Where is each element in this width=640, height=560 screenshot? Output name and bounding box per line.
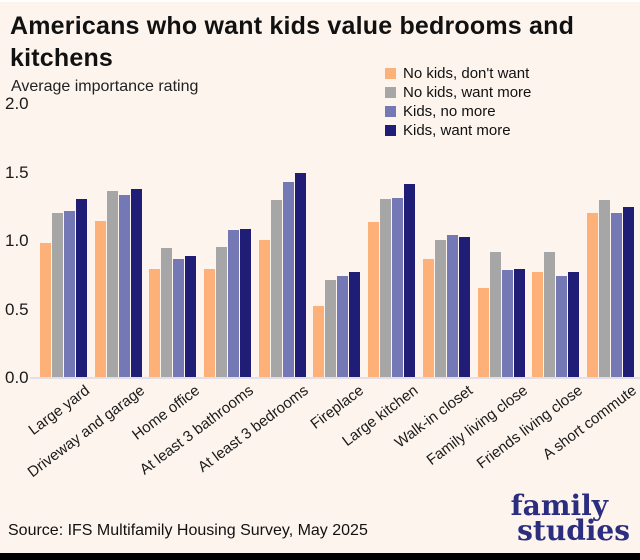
bar — [258, 240, 270, 377]
bar — [446, 234, 458, 377]
bar — [216, 246, 228, 377]
bar — [76, 198, 87, 377]
source-text: Source: IFS Multifamily Housing Survey, … — [8, 522, 368, 539]
brand-logo: family studies — [510, 489, 630, 547]
bar-group — [368, 103, 416, 377]
y-tick-label: 2.0 — [5, 94, 29, 113]
bar — [477, 287, 489, 377]
legend-label: No kids, don't want — [403, 65, 530, 82]
legend-label: Kids, no more — [403, 103, 496, 120]
logo-line-family: family — [510, 489, 608, 522]
bar-group — [422, 103, 470, 377]
bar-group — [258, 103, 306, 377]
bar — [392, 197, 404, 377]
bar — [489, 252, 501, 377]
bar — [313, 305, 325, 377]
legend-item: Kids, want more — [385, 121, 531, 140]
bar-group — [204, 103, 252, 377]
bar — [532, 271, 544, 377]
bar-group — [149, 103, 197, 377]
bar — [598, 200, 610, 377]
bar — [556, 275, 568, 377]
bar — [422, 259, 434, 377]
chart-subtitle: Average importance rating — [11, 78, 199, 95]
logo-line-studies: studies — [517, 514, 630, 547]
bar — [161, 248, 173, 377]
plot-area — [40, 103, 634, 377]
bar — [149, 268, 161, 377]
legend-label: No kids, want more — [403, 84, 532, 101]
bar — [368, 222, 380, 377]
legend-swatch-icon — [385, 68, 396, 79]
bar — [434, 240, 446, 377]
bar-group — [586, 103, 634, 377]
x-slot: A short commute — [540, 379, 640, 499]
bar — [501, 270, 513, 377]
bar — [64, 211, 75, 377]
bar-group — [477, 103, 525, 377]
x-slot: Driveway and garage — [24, 379, 147, 499]
y-tick-label: 1.5 — [5, 162, 29, 182]
bar — [185, 256, 197, 377]
bar — [325, 279, 337, 377]
bar — [40, 242, 51, 377]
bar — [586, 212, 598, 377]
bar — [404, 183, 416, 377]
top-edge-strip — [0, 0, 640, 2]
bar — [568, 271, 580, 377]
bar — [94, 220, 106, 377]
legend-swatch-icon — [385, 106, 396, 117]
bar — [513, 268, 525, 377]
bar — [118, 194, 130, 377]
legend-item: No kids, don't want — [385, 64, 531, 83]
bar — [349, 271, 361, 377]
legend-item: No kids, want more — [385, 83, 531, 102]
legend-label: Kids, want more — [403, 122, 511, 139]
bar — [106, 190, 118, 377]
bar — [294, 172, 306, 377]
y-tick-label: 0.0 — [5, 368, 29, 387]
bar-group — [313, 103, 361, 377]
y-tick-label: 0.5 — [5, 299, 29, 319]
y-axis: 2.0 1.5 1.0 0.5 0.0 — [0, 94, 38, 387]
bar — [173, 259, 185, 377]
legend: No kids, don't want No kids, want more Kid… — [385, 64, 531, 140]
bar — [52, 212, 63, 377]
chart-title: Americans who want kids value bedrooms a… — [10, 12, 575, 72]
bar-group — [532, 103, 580, 377]
bar — [380, 198, 392, 377]
y-tick-label: 1.0 — [5, 231, 29, 250]
bar — [270, 200, 282, 377]
x-slot: At least 3 bedrooms — [195, 379, 312, 499]
legend-item: Kids, no more — [385, 102, 531, 121]
bar — [458, 237, 470, 377]
x-axis-baseline — [30, 377, 640, 379]
bottom-border — [0, 553, 640, 560]
bar — [544, 252, 556, 377]
bar — [282, 182, 294, 377]
legend-swatch-icon — [385, 125, 396, 136]
bar-group — [94, 103, 142, 377]
bar — [337, 275, 349, 377]
bar — [610, 212, 622, 377]
bar — [240, 229, 252, 377]
legend-swatch-icon — [385, 87, 396, 98]
bar-group — [40, 103, 87, 377]
bar — [130, 189, 142, 377]
bar — [228, 230, 240, 377]
bar — [622, 207, 634, 377]
bar — [204, 268, 216, 377]
